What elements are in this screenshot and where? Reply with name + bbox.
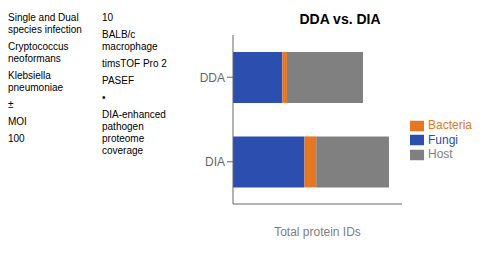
html-text:Klebsiella pneumoniae: Klebsiella pneumoniae xyxy=(8,70,63,93)
html-text:BALB/c macrophage: BALB/c macrophage xyxy=(102,29,158,52)
html-text:100: 100 xyxy=(8,133,25,144)
svg-text:Total protein IDs: Total protein IDs xyxy=(274,225,361,239)
html-text:Fungi: Fungi xyxy=(428,132,458,147)
html-text:Host: Host xyxy=(428,147,453,162)
html-text:MOI: MOI xyxy=(8,116,27,127)
html-text:Cryptococcus neoformans: Cryptococcus neoformans xyxy=(8,41,69,64)
html-text:PASEF: PASEF xyxy=(102,75,134,86)
svg-text:DDA: DDA xyxy=(200,71,225,85)
html-text:DIA-enhanced pathogen proteome: DIA-enhanced pathogen proteome coverage xyxy=(102,109,166,156)
html-text:Bacteria: Bacteria xyxy=(428,117,472,132)
svg-text:DIA: DIA xyxy=(205,155,225,169)
html-text:timsTOF Pro 2: timsTOF Pro 2 xyxy=(102,58,167,69)
html-text:Single and Dual species infect: Single and Dual species infection xyxy=(8,12,82,35)
html-text:DDA vs. DIA: DDA vs. DIA xyxy=(299,11,381,27)
html-text:10: 10 xyxy=(102,12,114,23)
